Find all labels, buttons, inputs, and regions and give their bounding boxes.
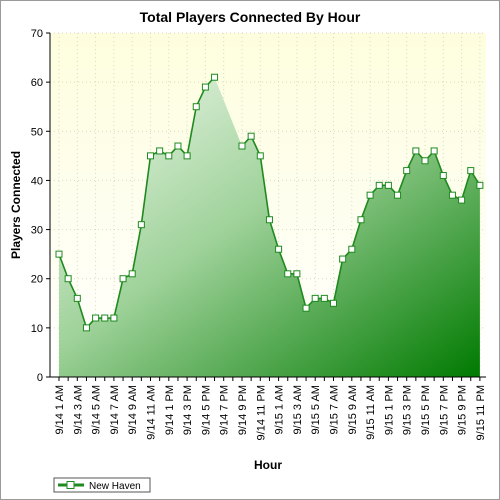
data-point	[128, 270, 136, 278]
x-tick-label: 9/15 3 AM	[292, 385, 304, 435]
data-point	[101, 314, 109, 322]
data-point	[211, 73, 219, 81]
data-point	[357, 216, 365, 224]
data-point	[375, 181, 383, 189]
legend-swatch-marker	[66, 481, 75, 489]
area-layer	[59, 77, 480, 377]
data-point	[421, 157, 429, 165]
y-ticks: 0 10 20 30 40 50 60 70	[31, 28, 50, 384]
data-point	[192, 103, 200, 111]
x-tick-label: 9/15 7 AM	[329, 385, 341, 435]
y-tick-label: 70	[31, 28, 43, 40]
data-point	[348, 245, 356, 253]
x-tick-label: 9/15 1 PM	[383, 385, 395, 435]
y-tick-label: 0	[37, 372, 43, 384]
data-point	[403, 167, 411, 175]
x-tick-label: 9/15 11 PM	[475, 385, 487, 440]
data-point	[430, 147, 438, 155]
x-tick-label: 9/14 7 PM	[219, 385, 231, 435]
y-tick-label: 60	[31, 77, 43, 89]
data-point	[92, 314, 100, 322]
data-point	[183, 152, 191, 160]
x-tick-label: 9/14 7 AM	[109, 385, 121, 435]
data-point	[284, 270, 292, 278]
series-area-new-haven	[59, 77, 480, 377]
data-point	[384, 181, 392, 189]
x-tick-label: 9/14 9 AM	[127, 385, 139, 435]
x-tick-label: 9/14 9 PM	[237, 385, 249, 435]
data-point	[366, 191, 374, 199]
x-tick-label: 9/14 1 PM	[164, 385, 176, 435]
x-tick-label: 9/14 11 AM	[146, 385, 158, 440]
x-tick-label: 9/14 3 PM	[182, 385, 194, 435]
data-point	[320, 294, 328, 302]
data-point	[119, 275, 127, 283]
data-point	[311, 294, 319, 302]
data-point	[82, 324, 90, 332]
x-tick-label: 9/14 5 AM	[91, 385, 103, 435]
chart-title: Total Players Connected By Hour	[140, 9, 361, 25]
data-point	[147, 152, 154, 160]
legend-box	[53, 477, 151, 493]
data-point	[439, 172, 447, 180]
data-point	[256, 152, 264, 160]
data-point	[394, 191, 402, 199]
data-point	[110, 314, 118, 322]
data-point	[55, 250, 63, 258]
data-point	[467, 167, 475, 175]
series-line-new-haven	[58, 76, 216, 330]
data-point	[64, 275, 72, 283]
x-ticks: 9/14 1 AM 9/14 3 AM 9/14 5 AM 9/14 7 AM 9/14…	[54, 377, 487, 440]
x-tick-label: 9/14 3 AM	[72, 385, 84, 435]
legend: New Haven	[53, 477, 151, 493]
y-tick-label: 30	[31, 225, 43, 237]
data-point	[476, 181, 484, 189]
x-tick-label: 9/14 1 AM	[54, 385, 66, 435]
data-point	[448, 191, 456, 199]
data-point	[238, 142, 246, 150]
data-point	[156, 147, 164, 155]
x-tick-label: 9/15 1 AM	[274, 385, 286, 435]
x-tick-label: 9/15 5 PM	[420, 385, 432, 435]
y-tick-label: 10	[31, 323, 43, 335]
data-point	[339, 255, 347, 263]
data-point	[293, 270, 301, 278]
data-point	[174, 142, 182, 150]
y-tick-label: 40	[31, 175, 43, 187]
y-tick-label: 50	[31, 126, 43, 138]
x-tick-label: 9/15 5 AM	[310, 385, 322, 435]
x-tick-label: 9/15 11 AM	[365, 385, 377, 440]
data-point	[330, 299, 337, 307]
x-tick-label: 9/15 9 PM	[457, 385, 469, 435]
x-tick-label: 9/15 7 PM	[438, 385, 450, 435]
data-point	[247, 132, 255, 140]
data-point	[275, 245, 283, 253]
data-point	[201, 83, 209, 91]
y-tick-label: 20	[31, 274, 43, 286]
x-tick-label: 9/15 9 AM	[347, 385, 359, 435]
x-axis-title: Hour	[254, 458, 282, 472]
data-point	[302, 304, 310, 312]
y-axis-title: Players Connected	[9, 151, 23, 259]
data-point	[137, 221, 145, 229]
data-point	[458, 196, 466, 204]
legend-label: New Haven	[89, 481, 141, 492]
data-point	[165, 152, 173, 160]
point-layer	[55, 73, 484, 332]
x-tick-label: 9/14 11 PM	[255, 385, 267, 440]
data-point	[412, 147, 420, 155]
x-tick-label: 9/14 5 PM	[200, 385, 212, 435]
x-tick-label: 9/15 3 PM	[402, 385, 414, 435]
data-point	[265, 216, 273, 224]
data-point	[73, 294, 81, 302]
